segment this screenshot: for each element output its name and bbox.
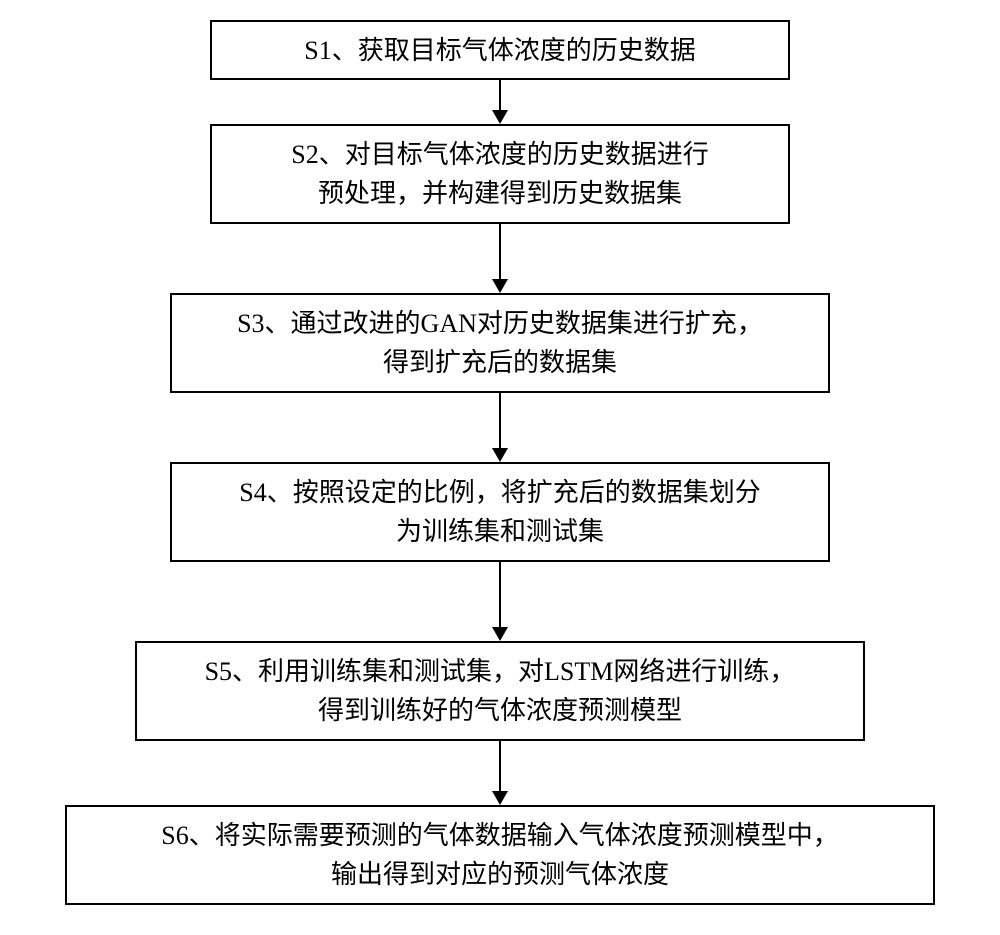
- step-s1: S1、获取目标气体浓度的历史数据: [210, 20, 790, 80]
- arrow-line: [499, 224, 501, 279]
- step-s6-text: S6、将实际需要预测的气体数据输入气体浓度预测模型中， 输出得到对应的预测气体浓…: [161, 816, 838, 894]
- arrow-line: [499, 393, 501, 448]
- arrow-line: [499, 562, 501, 627]
- step-s2: S2、对目标气体浓度的历史数据进行 预处理，并构建得到历史数据集: [210, 124, 790, 224]
- arrow-head-icon: [492, 627, 508, 641]
- step-s4-text: S4、按照设定的比例，将扩充后的数据集划分 为训练集和测试集: [239, 473, 760, 551]
- arrow-s1-s2: [492, 80, 508, 124]
- arrow-head-icon: [492, 110, 508, 124]
- step-s4: S4、按照设定的比例，将扩充后的数据集划分 为训练集和测试集: [170, 462, 830, 562]
- arrow-head-icon: [492, 791, 508, 805]
- step-s2-text: S2、对目标气体浓度的历史数据进行 预处理，并构建得到历史数据集: [291, 135, 708, 213]
- arrow-s5-s6: [492, 741, 508, 805]
- arrow-s4-s5: [492, 562, 508, 641]
- step-s3: S3、通过改进的GAN对历史数据集进行扩充， 得到扩充后的数据集: [170, 293, 830, 393]
- arrow-head-icon: [492, 279, 508, 293]
- step-s3-text: S3、通过改进的GAN对历史数据集进行扩充， 得到扩充后的数据集: [237, 304, 763, 382]
- step-s6: S6、将实际需要预测的气体数据输入气体浓度预测模型中， 输出得到对应的预测气体浓…: [65, 805, 935, 905]
- arrow-head-icon: [492, 448, 508, 462]
- step-s5-text: S5、利用训练集和测试集，对LSTM网络进行训练， 得到训练好的气体浓度预测模型: [205, 652, 796, 730]
- step-s1-text: S1、获取目标气体浓度的历史数据: [304, 31, 695, 70]
- arrow-s2-s3: [492, 224, 508, 293]
- flowchart-container: S1、获取目标气体浓度的历史数据 S2、对目标气体浓度的历史数据进行 预处理，并…: [0, 0, 1000, 905]
- arrow-line: [499, 80, 501, 110]
- arrow-line: [499, 741, 501, 791]
- arrow-s3-s4: [492, 393, 508, 462]
- step-s5: S5、利用训练集和测试集，对LSTM网络进行训练， 得到训练好的气体浓度预测模型: [135, 641, 865, 741]
